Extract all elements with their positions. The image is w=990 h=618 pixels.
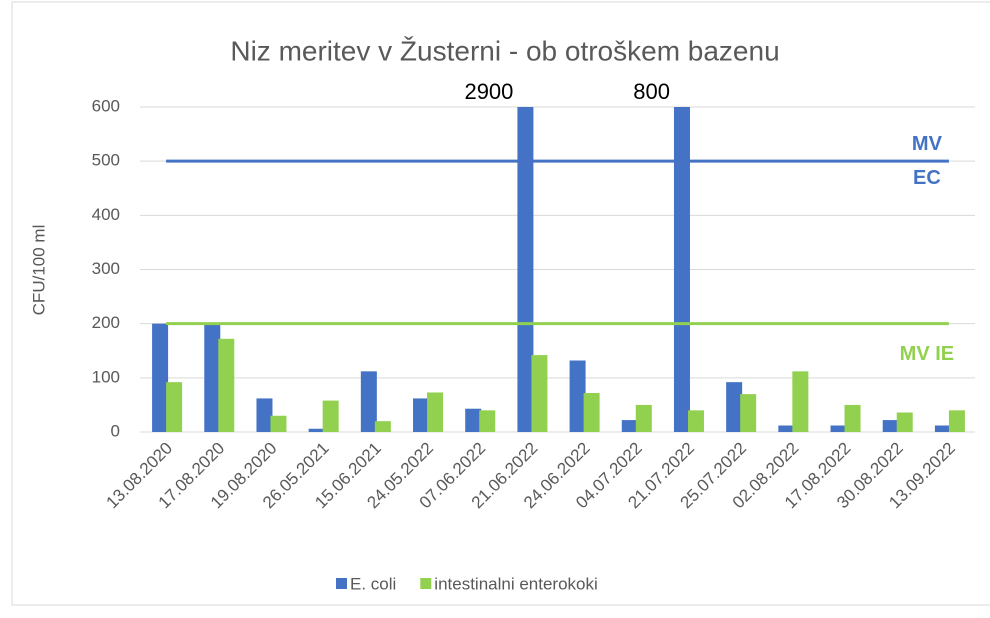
bar bbox=[152, 323, 169, 432]
bar bbox=[673, 107, 690, 432]
bar bbox=[583, 393, 600, 432]
bar bbox=[792, 371, 809, 432]
y-tick-label: 300 bbox=[92, 259, 120, 278]
bar bbox=[635, 404, 652, 432]
bar bbox=[517, 107, 534, 432]
bar bbox=[479, 410, 496, 432]
bar bbox=[204, 323, 221, 432]
bar bbox=[218, 338, 235, 432]
bar bbox=[270, 415, 287, 432]
bar bbox=[465, 408, 482, 432]
bar bbox=[427, 392, 444, 432]
bar bbox=[374, 421, 391, 432]
y-tick-label: 100 bbox=[92, 367, 120, 386]
legend-label: intestinalni enterokoki bbox=[434, 574, 597, 593]
y-tick-label: 500 bbox=[92, 151, 120, 170]
bar bbox=[687, 410, 704, 432]
reference-label: MV IE bbox=[899, 342, 955, 365]
legend-swatch bbox=[420, 578, 432, 589]
bar bbox=[360, 371, 377, 432]
y-tick-label: 0 bbox=[111, 421, 120, 440]
y-tick-label: 400 bbox=[92, 205, 120, 224]
bar bbox=[531, 355, 548, 432]
bar bbox=[621, 420, 638, 432]
bar bbox=[256, 398, 273, 432]
bar bbox=[830, 425, 847, 432]
bar bbox=[896, 412, 913, 432]
chart-frame bbox=[11, 1, 990, 606]
bar bbox=[726, 382, 743, 432]
bar bbox=[166, 382, 183, 432]
y-axis-label: CFU/100 ml bbox=[29, 225, 48, 316]
bar bbox=[413, 398, 430, 432]
legend-swatch bbox=[336, 578, 347, 589]
bar bbox=[948, 410, 965, 432]
bar bbox=[322, 400, 339, 432]
legend-label: E. coli bbox=[350, 574, 396, 593]
y-tick-label: 200 bbox=[92, 313, 120, 332]
bar bbox=[308, 428, 325, 432]
reference-label: MV EC bbox=[911, 133, 942, 190]
bar bbox=[740, 394, 757, 432]
value-label: 2900 bbox=[464, 79, 513, 104]
bar bbox=[778, 425, 795, 432]
value-label: 800 bbox=[633, 79, 670, 104]
bar bbox=[934, 425, 951, 432]
bar bbox=[882, 420, 899, 432]
y-tick-label: 600 bbox=[92, 96, 120, 115]
bar bbox=[844, 404, 861, 432]
chart-title: Niz meritev v Žusterni - ob otroškem baz… bbox=[230, 35, 779, 66]
bar bbox=[569, 360, 586, 432]
